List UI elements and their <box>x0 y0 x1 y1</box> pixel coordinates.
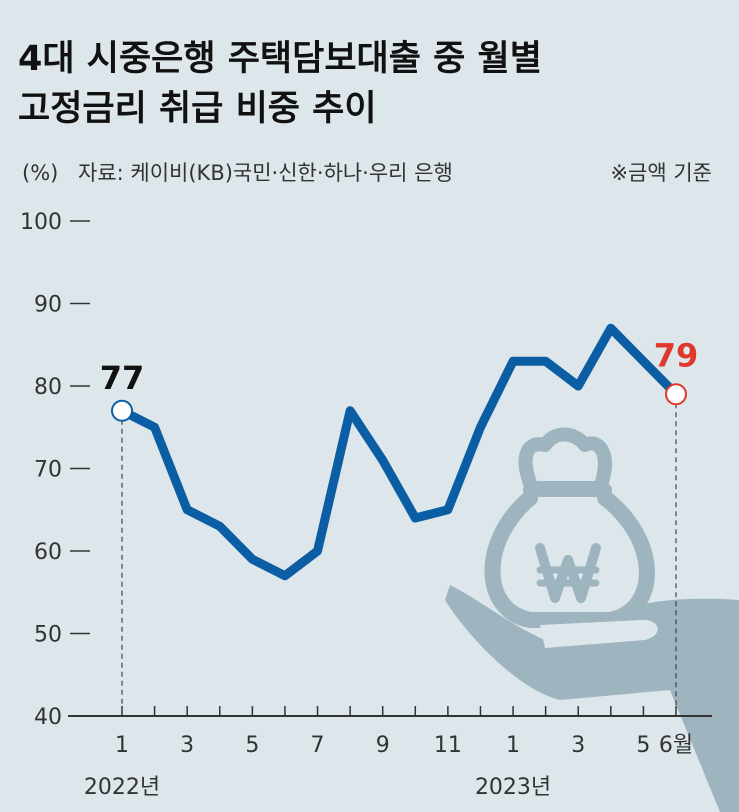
chart-title: 고정금리 취급 비중 추이 <box>18 89 377 129</box>
y-tick-label: 40 <box>34 705 62 730</box>
point-marker <box>665 383 687 406</box>
y-tick-label: 70 <box>34 458 62 483</box>
x-tick-label: 3 <box>571 733 585 758</box>
hand <box>445 585 739 812</box>
hand-finger <box>540 619 658 648</box>
x-tick-label: 5 <box>245 733 259 758</box>
y-tick-label: 50 <box>34 623 62 648</box>
data-label: 79 <box>654 336 699 374</box>
x-tick-label: 3 <box>180 733 194 758</box>
chart-title: 4대 시중은행 주택담보대출 중 월별 <box>18 39 542 79</box>
year-label: 2023년 <box>475 775 551 800</box>
source: 자료: 케이비(KB)국민·신한·하나·우리 은행 <box>78 161 453 185</box>
x-tick-label: 6월 <box>659 733 693 758</box>
x-tick-label: 1 <box>115 733 129 758</box>
data-label: 77 <box>100 359 145 397</box>
y-tick-label: 90 <box>34 293 62 318</box>
y-tick-label: 60 <box>34 540 62 565</box>
x-tick-label: 9 <box>376 733 390 758</box>
point-marker <box>111 399 133 422</box>
x-tick-label: 11 <box>434 733 462 758</box>
note: ※금액 기준 <box>610 161 712 185</box>
illustration <box>484 427 655 628</box>
x-tick-label: 5 <box>636 733 650 758</box>
y-tick-label: 100 <box>20 210 62 235</box>
unit: (%) <box>22 161 58 185</box>
year-label: 2022년 <box>84 775 160 800</box>
y-tick-label: 80 <box>34 375 62 400</box>
x-tick-label: 1 <box>506 733 520 758</box>
data-line <box>117 323 681 581</box>
x-tick-label: 7 <box>311 733 325 758</box>
